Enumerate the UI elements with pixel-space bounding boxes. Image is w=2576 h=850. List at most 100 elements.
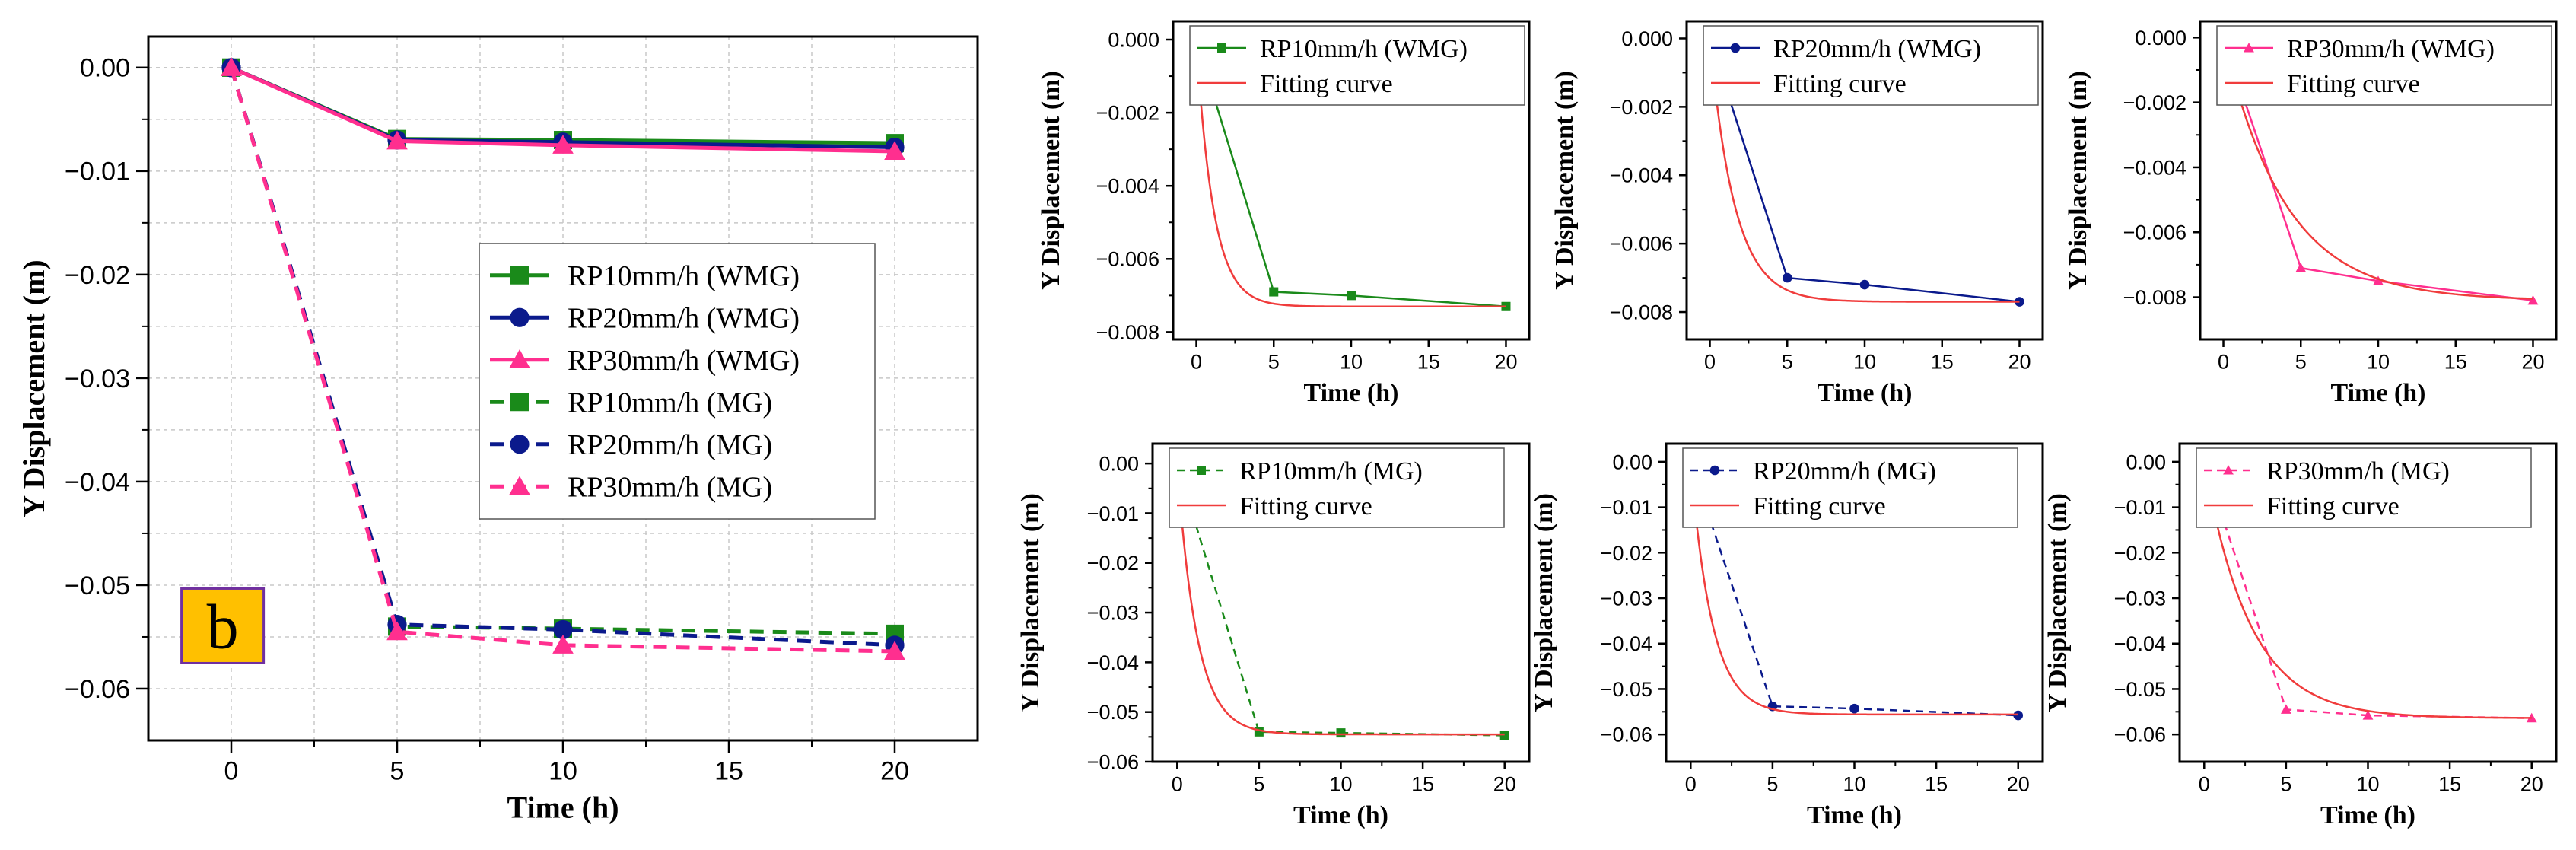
y-axis-title: Y Displacement (m): [1037, 71, 1065, 290]
data-point: [552, 635, 574, 654]
legend-box: [1169, 447, 1505, 528]
x-axis-title: Time (h): [1304, 379, 1399, 407]
x-tick-label: 20: [2007, 772, 2030, 795]
legend-label: Fitting curve: [2287, 70, 2420, 98]
y-tick-label: −0.004: [1610, 164, 1673, 187]
y-tick-label: −0.02: [2114, 542, 2166, 565]
x-tick-label: 5: [1767, 772, 1778, 795]
y-tick-label: −0.008: [1610, 301, 1673, 323]
mg-30mm-chart: 0 5 10 15 20 0.00 −0.01 −0.02 −0.03 −0.04 −0.05 −0.…: [2043, 442, 2558, 829]
y-axis-title: Y Displacement (m): [17, 259, 51, 517]
data-point: [1347, 291, 1356, 301]
y-axis-title: Y Displacement (m): [2064, 71, 2092, 290]
legend-box: [1189, 25, 1525, 106]
main-comparison-chart: 0 5 10 15 20 0.00 −0.01 −0.02 −0.03 −0.04 −0.05 −0.…: [17, 35, 979, 825]
y-tick-label: −0.002: [2123, 91, 2186, 114]
x-axis-title: Time (h): [2331, 379, 2426, 407]
data-point: [2362, 710, 2374, 720]
legend-marker: [1197, 466, 1206, 475]
y-tick-label: −0.05: [2114, 678, 2166, 701]
x-axis-title: Time (h): [1818, 379, 1913, 407]
x-tick-label: 10: [1340, 350, 1363, 373]
x-tick-label: 0: [1704, 350, 1716, 373]
data-point: [386, 621, 408, 641]
fitting-curve-line: [2222, 37, 2533, 300]
legend-label: RP30mm/h (MG): [568, 472, 772, 504]
x-tick-label: 0: [224, 757, 239, 786]
fitting-curve-line: [1690, 461, 2018, 716]
data-point: [553, 619, 573, 640]
series-line: [1690, 461, 2018, 717]
data-point: [1849, 703, 1859, 714]
y-tick-label: −0.02: [1087, 552, 1139, 575]
y-axis-title: Y Displacement (m): [1550, 71, 1579, 290]
x-tick-label: 10: [549, 757, 577, 786]
y-tick-label: −0.06: [1601, 724, 1652, 747]
legend-label: RP10mm/h (WMG): [568, 260, 800, 292]
legend-box: [2196, 447, 2532, 528]
mg-20mm-chart: 0 5 10 15 20 0.00 −0.01 −0.02 −0.03 −0.04 −0.05 −0.…: [1530, 442, 2044, 829]
y-axis-title: Y Displacement (m): [2043, 493, 2072, 712]
data-point: [884, 141, 905, 161]
legend-label: RP20mm/h (WMG): [568, 303, 800, 335]
y-tick-label: −0.004: [2123, 156, 2186, 179]
y-tick-label: −0.06: [2114, 724, 2166, 747]
data-point: [221, 57, 242, 76]
x-tick-label: 5: [1782, 350, 1793, 373]
x-axis-title: Time (h): [1293, 801, 1388, 829]
data-point: [1782, 272, 1792, 283]
x-tick-label: 15: [1411, 772, 1434, 795]
legend-box: [1703, 25, 2039, 106]
x-axis-title: Time (h): [2320, 801, 2415, 829]
series-fitting-curve: [1195, 39, 1506, 308]
x-tick-label: 15: [2444, 350, 2467, 373]
y-tick-label: −0.03: [1087, 602, 1139, 625]
y-tick-label: −0.02: [1601, 542, 1652, 565]
mg-10mm-chart: 0 5 10 15 20 0.00 −0.01 −0.02 −0.03 −0.04 −0.05 −0.…: [1016, 442, 1531, 829]
legend: RP10mm/h (WMG) RP20mm/h (WMG) RP30mm/h (WM…: [479, 243, 876, 520]
data-point: [2373, 275, 2384, 285]
data-point: [552, 135, 574, 154]
legend: RP10mm/h (WMG) Fitting curve: [1189, 25, 1525, 106]
fitting-curve-line: [1195, 39, 1506, 308]
x-tick-label: 0: [2218, 350, 2229, 373]
legend-marker: [510, 435, 530, 454]
x-tick-label: 15: [1931, 350, 1954, 373]
series-line: [2203, 461, 2532, 719]
data-point: [1499, 731, 1509, 740]
legend-label: Fitting curve: [2266, 492, 2399, 521]
x-tick-label: 10: [1853, 350, 1876, 373]
y-tick-label: −0.002: [1096, 102, 1159, 125]
y-tick-label: −0.006: [1096, 248, 1159, 271]
legend-box: [479, 243, 876, 520]
y-tick-label: −0.06: [1087, 750, 1139, 773]
y-tick-label: −0.05: [1087, 701, 1139, 724]
legend-marker: [510, 307, 530, 327]
y-tick-label: −0.01: [2114, 496, 2166, 519]
legend-label: RP20mm/h (MG): [568, 429, 772, 461]
x-tick-label: 5: [2280, 772, 2291, 795]
legend: RP10mm/h (MG) Fitting curve: [1169, 447, 1505, 528]
legend-marker: [2223, 465, 2234, 475]
y-tick-label: −0.05: [1601, 678, 1652, 701]
x-tick-label: 0: [2199, 772, 2210, 795]
legend-label: RP10mm/h (MG): [1239, 457, 1423, 485]
data-point: [1336, 728, 1346, 738]
legend-label: RP30mm/h (MG): [2266, 457, 2450, 485]
series-line: [230, 65, 895, 154]
data-point: [386, 130, 408, 150]
x-tick-label: 20: [2521, 350, 2544, 373]
x-tick-label: 20: [2008, 350, 2031, 373]
y-tick-label: −0.006: [1610, 233, 1673, 256]
data-point: [1269, 287, 1279, 297]
data-point: [2295, 263, 2307, 272]
y-axis-title: Y Displacement (m): [1016, 493, 1045, 712]
y-tick-label: −0.03: [2114, 587, 2166, 610]
y-tick-label: −0.004: [1096, 175, 1159, 198]
data-point: [1859, 279, 1870, 290]
data-point: [2527, 294, 2539, 305]
series-fitting-curve: [1176, 463, 1505, 736]
legend-label: Fitting curve: [1260, 70, 1393, 98]
y-tick-label: −0.01: [1087, 502, 1139, 525]
legend-label: Fitting curve: [1239, 492, 1372, 521]
